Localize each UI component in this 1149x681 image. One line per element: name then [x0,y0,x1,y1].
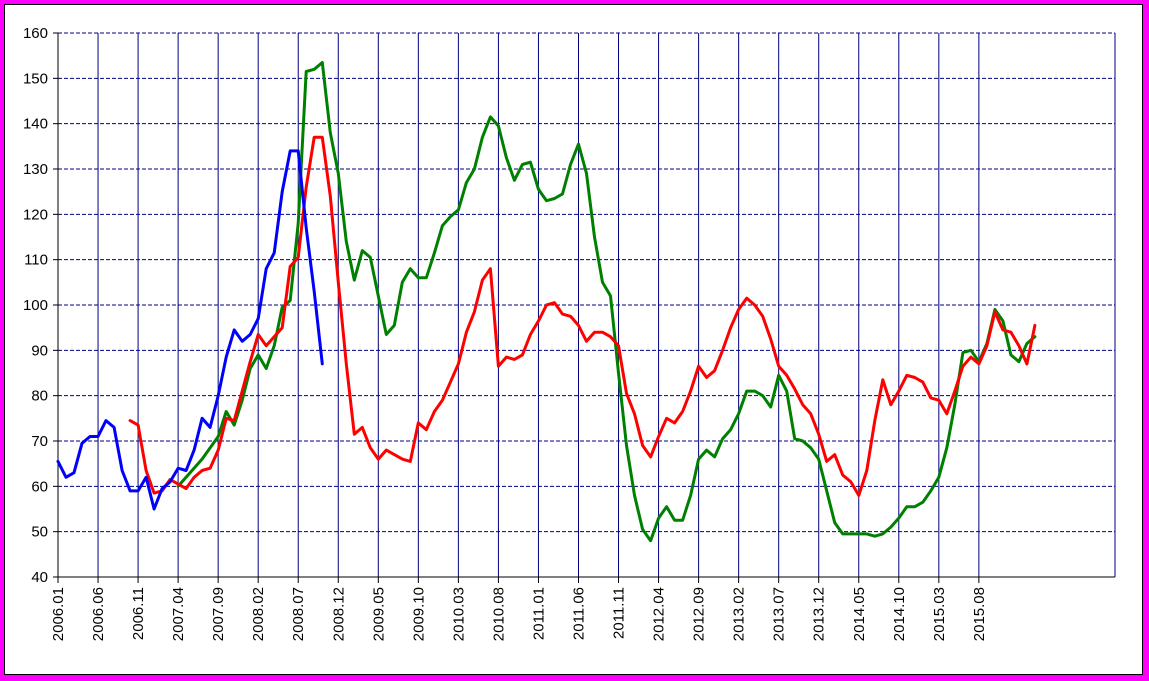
y-tick-label: 90 [31,342,48,359]
x-tick-label: 2006.01 [50,587,67,641]
y-tick-label: 110 [24,252,48,269]
x-tick-label: 2007.09 [210,587,227,641]
series-line-green [176,61,1037,543]
x-tick-label: 2010.03 [450,587,467,641]
x-tick-label: 2014.10 [891,587,908,641]
x-tick-label: 2011.01 [530,587,547,640]
x-tick-label: 2012.04 [651,587,668,641]
x-tick-label: 2008.12 [330,587,347,641]
y-tick-label: 80 [31,388,48,405]
y-tick-label: 140 [23,116,48,133]
x-tick-label: 2015.03 [931,587,948,641]
x-tick-label: 2011.06 [570,587,587,640]
y-tick-label: 160 [23,25,48,42]
x-tick-label: 2006.06 [90,587,107,641]
series-line-blue [56,149,324,511]
x-tick-label: 2015.08 [971,587,988,641]
x-tick-label: 2014.05 [851,587,868,641]
y-tick-label: 130 [23,161,48,178]
line-chart: 40 50 60 70 80 90 100 110 120 130 140 150 160 2006.0… [23,25,1116,641]
chart-frame: 40 50 60 70 80 90 100 110 120 130 140 150 160 2006.0… [4,4,1143,675]
x-tick-label: 2008.07 [290,587,307,641]
y-tick-label: 150 [23,70,48,87]
x-tick-label: 2013.02 [731,587,748,641]
y-tick-label: 120 [23,206,48,223]
grid-lines [57,32,1116,577]
x-tick-label: 2007.04 [170,587,187,641]
x-tick-label: 2006.11 [130,587,147,640]
y-tick-label: 100 [23,297,48,314]
series-group [56,61,1037,543]
x-tick-label: 2010.08 [490,587,507,641]
y-tick-label: 40 [31,569,48,586]
x-tick-label: 2012.09 [691,587,708,641]
x-tick-label: 2013.12 [811,587,828,641]
y-axis: 40 50 60 70 80 90 100 110 120 130 140 150 160 [23,25,59,586]
y-tick-label: 50 [31,524,48,541]
x-tick-label: 2011.11 [611,587,628,639]
x-tick-label: 2009.10 [410,587,427,641]
series-line-red [128,135,1037,497]
y-tick-label: 60 [31,478,48,495]
y-tick-label: 70 [31,433,48,450]
x-tick-label: 2009.05 [370,587,387,641]
x-axis: 2006.01 2006.06 2006.11 2007.04 2007.09 2008.… [50,576,1115,641]
x-tick-label: 2008.02 [250,587,267,641]
x-tick-label: 2013.07 [771,587,788,641]
